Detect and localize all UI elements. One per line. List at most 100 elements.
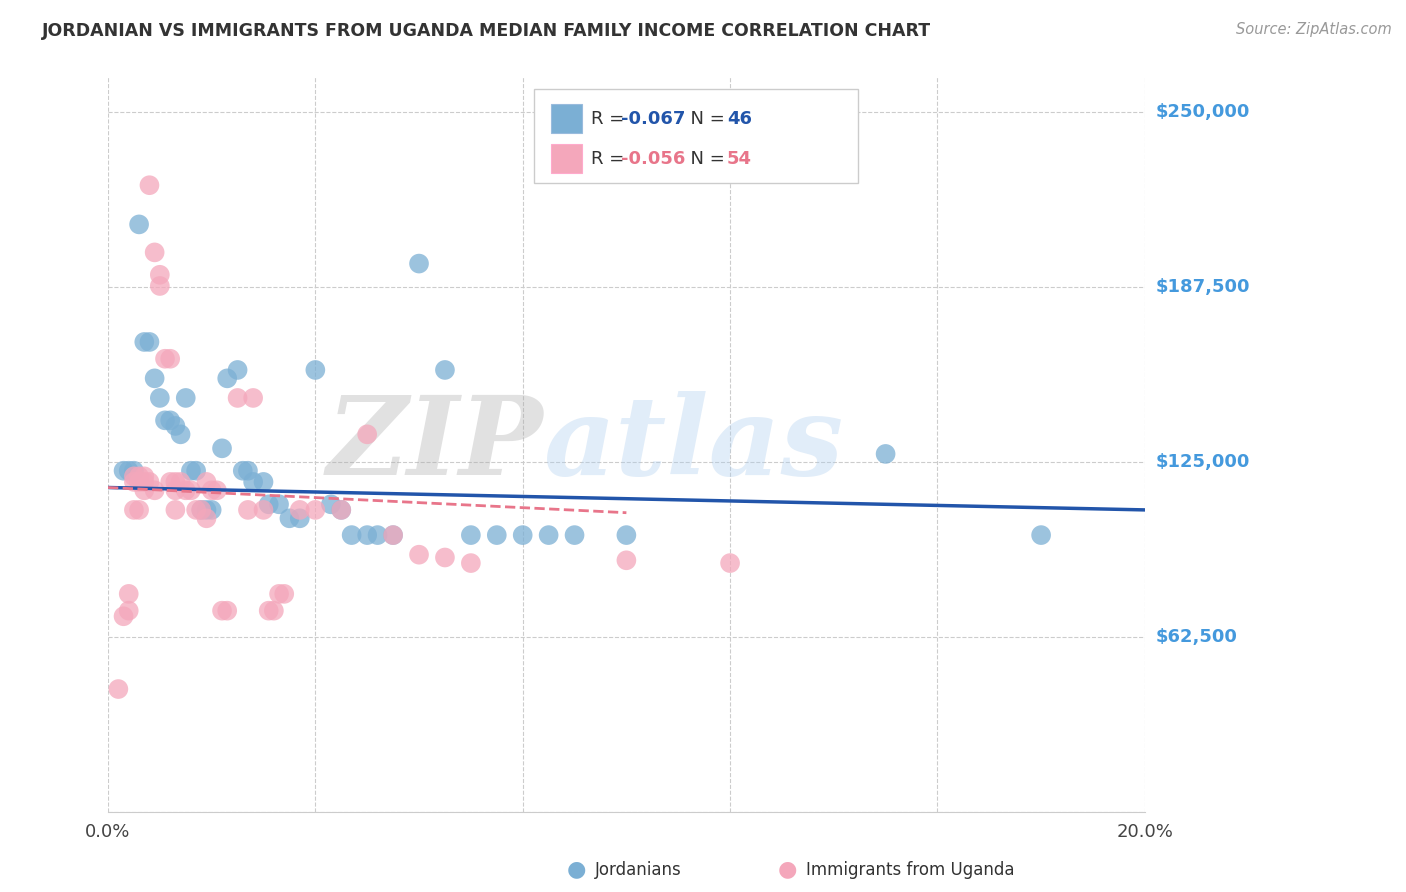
Point [226, 363, 249, 377]
Point [138, 475, 160, 489]
Point [356, 528, 378, 542]
Point [118, 464, 141, 478]
Point [201, 503, 224, 517]
Point [288, 511, 311, 525]
Point [257, 497, 280, 511]
Point [153, 413, 176, 427]
Point [267, 497, 290, 511]
Point [382, 528, 405, 542]
Point [159, 413, 181, 427]
Point [138, 334, 160, 349]
Point [174, 483, 197, 498]
Text: ●: ● [567, 860, 586, 880]
Point [143, 371, 166, 385]
Point [288, 503, 311, 517]
Text: ●: ● [778, 860, 797, 880]
Text: R =: R = [591, 110, 630, 128]
Point [304, 503, 326, 517]
Text: JORDANIAN VS IMMIGRANTS FROM UGANDA MEDIAN FAMILY INCOME CORRELATION CHART: JORDANIAN VS IMMIGRANTS FROM UGANDA MEDI… [42, 22, 931, 40]
Point [134, 475, 156, 489]
Point [165, 483, 187, 498]
Point [460, 556, 482, 570]
Point [205, 483, 228, 498]
Point [242, 391, 264, 405]
Point [433, 363, 456, 377]
Point [356, 427, 378, 442]
Point [273, 587, 295, 601]
Point [304, 363, 326, 377]
Point [138, 178, 160, 193]
Point [184, 503, 207, 517]
Point [169, 427, 191, 442]
Point [267, 587, 290, 601]
Point [153, 351, 176, 366]
Point [460, 528, 482, 542]
Point [537, 528, 560, 542]
Point [128, 475, 150, 489]
Point [143, 245, 166, 260]
Point [242, 475, 264, 489]
Point [616, 528, 638, 542]
Point [180, 483, 202, 498]
Point [278, 511, 301, 525]
Point [134, 469, 156, 483]
Text: R =: R = [591, 150, 630, 168]
Point [112, 464, 135, 478]
Point [118, 604, 141, 618]
Point [118, 587, 141, 601]
Text: Source: ZipAtlas.com: Source: ZipAtlas.com [1236, 22, 1392, 37]
Point [195, 475, 218, 489]
Point [252, 503, 274, 517]
Point [217, 371, 239, 385]
Point [217, 604, 239, 618]
Point [512, 528, 534, 542]
Point [107, 681, 129, 696]
Point [149, 391, 172, 405]
Point [433, 550, 456, 565]
Text: ZIP: ZIP [326, 391, 544, 499]
Point [122, 503, 145, 517]
Point [616, 553, 638, 567]
Point [201, 483, 224, 498]
Point [122, 469, 145, 483]
Point [367, 528, 389, 542]
Point [149, 279, 172, 293]
Point [875, 447, 897, 461]
Point [128, 469, 150, 483]
Point [236, 464, 259, 478]
Point [195, 503, 218, 517]
Point [195, 511, 218, 525]
Point [330, 503, 353, 517]
Text: Immigrants from Uganda: Immigrants from Uganda [806, 861, 1014, 879]
Point [330, 503, 353, 517]
Point [252, 475, 274, 489]
Point [211, 604, 233, 618]
Point [211, 442, 233, 456]
Point [180, 464, 202, 478]
Point [143, 483, 166, 498]
Text: -0.056: -0.056 [621, 150, 686, 168]
Text: atlas: atlas [544, 391, 844, 499]
Text: 54: 54 [727, 150, 752, 168]
Text: -0.067: -0.067 [621, 110, 686, 128]
Point [169, 475, 191, 489]
Text: 46: 46 [727, 110, 752, 128]
Text: Jordanians: Jordanians [595, 861, 682, 879]
Text: N =: N = [679, 110, 731, 128]
Text: $62,500: $62,500 [1156, 628, 1237, 647]
Text: $125,000: $125,000 [1156, 453, 1250, 471]
Point [257, 604, 280, 618]
Point [190, 503, 212, 517]
Point [134, 334, 156, 349]
Text: $187,500: $187,500 [1156, 278, 1250, 296]
Point [149, 268, 172, 282]
Point [232, 464, 254, 478]
Point [236, 503, 259, 517]
Point [226, 391, 249, 405]
Text: $250,000: $250,000 [1156, 103, 1250, 121]
Point [122, 464, 145, 478]
Point [382, 528, 405, 542]
Point [165, 503, 187, 517]
Point [128, 218, 150, 232]
Point [165, 419, 187, 434]
